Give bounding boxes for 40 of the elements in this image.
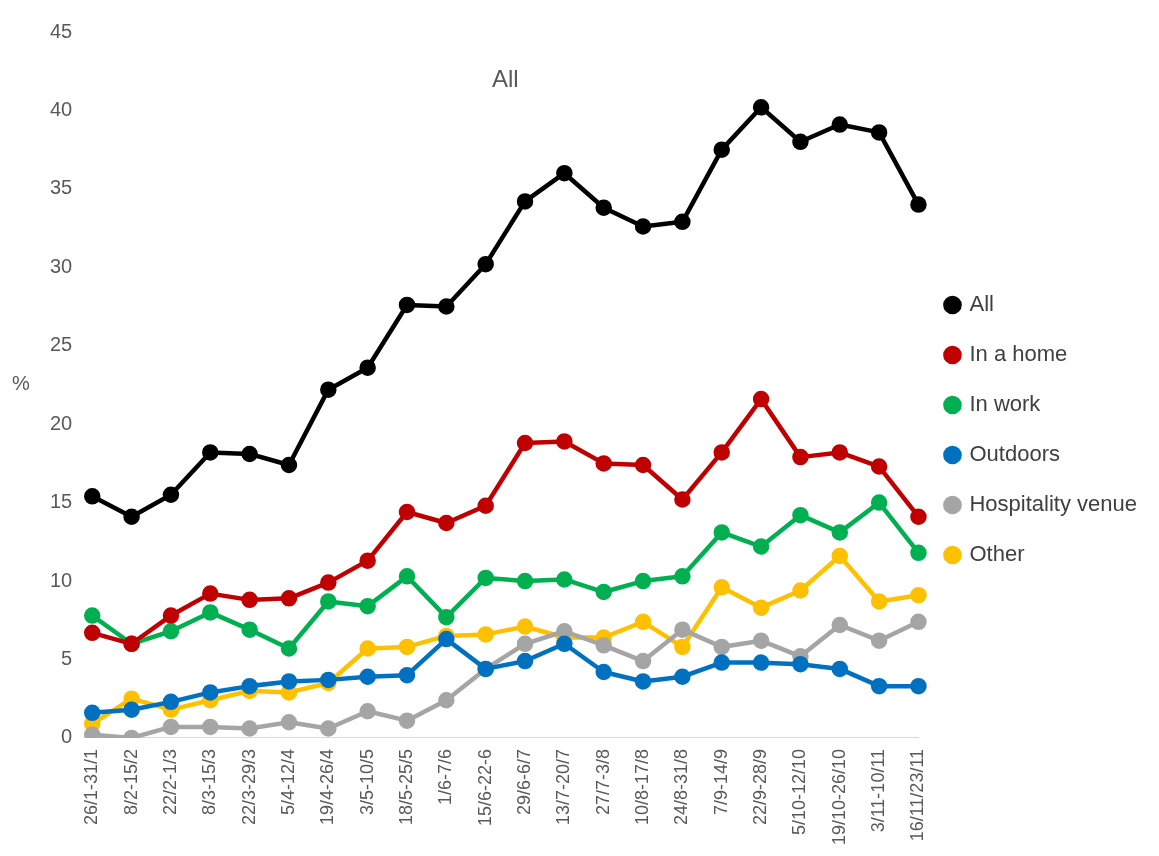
x-tick-label: 10/8-17/8 xyxy=(632,748,653,825)
legend-label: Hospitality venue xyxy=(969,491,1138,517)
legend-label: In a home xyxy=(969,341,1068,367)
x-tick-label: 19/10-26/10 xyxy=(828,748,849,846)
x-tick-label: 1/6-7/6 xyxy=(435,748,456,805)
y-tick-label: 15 xyxy=(50,490,73,513)
x-tick-label: 18/5-25/5 xyxy=(395,748,416,825)
x-tick-label: 24/8-31/8 xyxy=(671,748,692,825)
legend-label: In work xyxy=(969,391,1042,417)
legend-label: Other xyxy=(969,541,1025,567)
x-tick-label: 3/5-10/5 xyxy=(356,748,377,815)
y-tick-label: 30 xyxy=(50,254,73,277)
y-tick-label: 20 xyxy=(50,411,73,434)
x-tick-label: 19/4-26/4 xyxy=(317,748,338,825)
x-tick-label: 5/4-12/4 xyxy=(277,748,298,815)
y-axis-title: % xyxy=(12,372,30,395)
y-tick-label: 25 xyxy=(50,333,73,356)
x-tick-label: 26/1-31/1 xyxy=(81,748,102,825)
x-tick-label: 27/7-3/8 xyxy=(592,748,613,815)
x-tick-label: 16/11/23/11 xyxy=(907,748,928,842)
x-tick-label: 22/3-29/3 xyxy=(238,748,259,825)
x-tick-label: 22/2-1/3 xyxy=(159,748,180,815)
text: All xyxy=(492,64,519,92)
y-tick-label: 10 xyxy=(50,568,73,591)
x-tick-label: 5/10-12/10 xyxy=(789,748,810,835)
x-tick-label: 7/9-14/9 xyxy=(710,748,731,815)
legend-label: All xyxy=(969,291,994,317)
x-tick-label: 8/3-15/3 xyxy=(199,748,220,815)
y-tick-label: 40 xyxy=(50,97,73,120)
y-tick-label: 35 xyxy=(50,176,73,199)
y-tick-label: 45 xyxy=(50,19,73,42)
x-tick-label: 13/7-20/7 xyxy=(553,748,574,825)
x-tick-label: 15/6-22-6 xyxy=(474,748,495,826)
y-tick-label: 5 xyxy=(61,647,73,669)
x-tick-label: 8/2-15/2 xyxy=(120,748,141,815)
y-tick-label: 0 xyxy=(61,725,73,748)
x-tick-label: 29/6-6/7 xyxy=(514,748,534,815)
x-tick-label: 3/11-10/11 xyxy=(868,748,889,833)
x-tick-label: 22/9-28/9 xyxy=(750,748,771,825)
legend-label: Outdoors xyxy=(969,441,1060,467)
